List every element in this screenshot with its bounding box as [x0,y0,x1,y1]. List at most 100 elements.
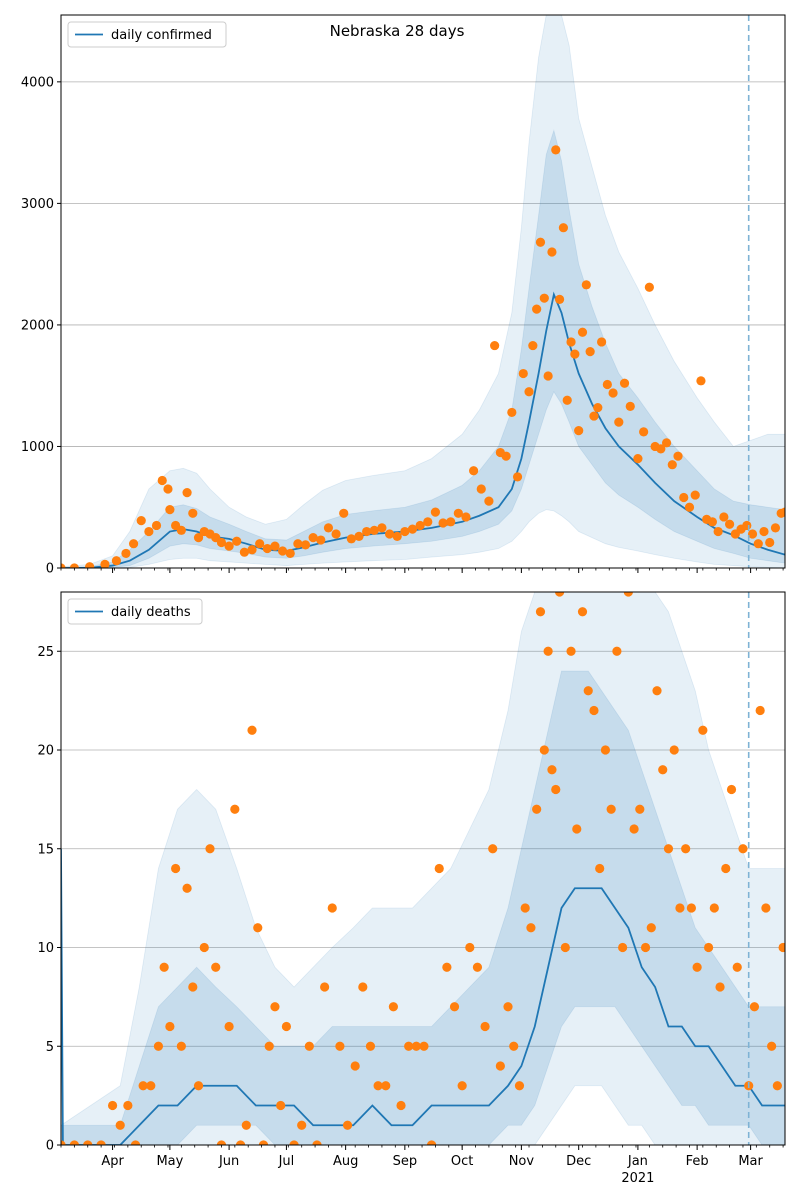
observed-point [749,1002,760,1012]
observed-point [69,1140,79,1145]
observed-point [707,517,718,527]
observed-point [276,1100,286,1111]
observed-point [188,508,198,518]
x-tick-label: May [156,1154,183,1169]
observed-point [426,1140,437,1145]
observed-point [635,804,645,814]
band-inner [61,670,785,1145]
observed-point [629,824,639,834]
observed-point [640,942,651,953]
observed-point [732,962,742,972]
observed-point [453,508,463,518]
observed-point [747,529,758,539]
observed-point [153,1041,164,1051]
observed-point [373,1081,383,1091]
legend: daily confirmed [67,21,227,48]
observed-point [490,340,500,351]
observed-point [543,646,553,656]
figure-title: Nebraska 28 days [330,22,465,40]
observed-point [554,294,565,304]
y-tick-label: 20 [37,744,54,759]
observed-point [362,526,372,537]
observed-point [358,982,368,992]
observed-point [342,1120,353,1130]
observed-point [539,745,549,755]
observed-point [297,1120,307,1130]
observed-point [396,1100,406,1111]
observed-point [136,516,146,526]
observed-point [182,488,192,498]
observed-point [547,765,557,775]
observed-point [381,1081,391,1091]
observed-point [138,1081,148,1091]
observed-point [633,454,643,464]
observed-point [656,444,666,454]
observed-point [61,563,66,568]
observed-point [646,923,656,933]
observed-point [606,804,616,814]
y-tick-label: 0 [46,562,54,577]
observed-point [308,533,318,543]
observed-point [211,962,221,972]
observed-point [715,982,725,992]
observed-point [558,223,569,233]
y-tick-label: 25 [37,645,54,660]
observed-point [759,526,769,537]
observed-point [488,844,498,854]
observed-point [618,942,628,953]
observed-point [562,395,572,405]
observed-point [182,883,192,893]
observed-point [411,1041,421,1051]
observed-point [465,942,475,953]
observed-point [551,784,561,795]
observed-point [239,547,249,557]
observed-point [293,539,303,549]
observed-point [644,282,654,292]
observed-point [216,1140,227,1145]
observed-point [658,765,668,775]
observed-point [535,237,546,247]
observed-point [589,705,599,716]
observed-point [543,371,553,381]
observed-point [434,863,444,874]
observed-point [778,942,785,953]
observed-point [772,1081,782,1091]
observed-point [442,962,452,972]
observed-point [83,1140,93,1145]
observed-point [566,646,576,656]
observed-point [570,349,580,359]
observed-point [663,844,674,854]
legend-label: daily confirmed [111,28,212,43]
observed-point [684,502,695,512]
observed-point [661,438,672,448]
observed-point [595,863,605,874]
observed-point [400,526,410,537]
observed-point [577,607,588,617]
observed-point [612,646,622,656]
x-tick-label: Feb [686,1154,709,1169]
observed-point [681,844,691,854]
observed-point [698,725,708,735]
observed-point [507,407,517,418]
observed-point [520,903,530,913]
observed-point [365,1041,376,1051]
observed-point [755,705,765,716]
observed-point [69,563,79,568]
x-tick-label: Oct [451,1154,473,1169]
axes-frame [60,14,786,569]
observed-point [518,368,528,379]
observed-point [241,1120,251,1130]
x-tick-label: 2021 [621,1171,654,1186]
observed-point [350,1061,360,1071]
observed-point [193,533,204,543]
observed-point [703,942,714,953]
observed-point [247,545,257,555]
observed-point [277,546,288,556]
observed-point [199,942,209,953]
observed-point [346,534,356,544]
observed-point [354,531,364,542]
observed-point [669,745,679,755]
observed-point [770,523,781,533]
y-tick-label: 0 [46,1139,54,1154]
